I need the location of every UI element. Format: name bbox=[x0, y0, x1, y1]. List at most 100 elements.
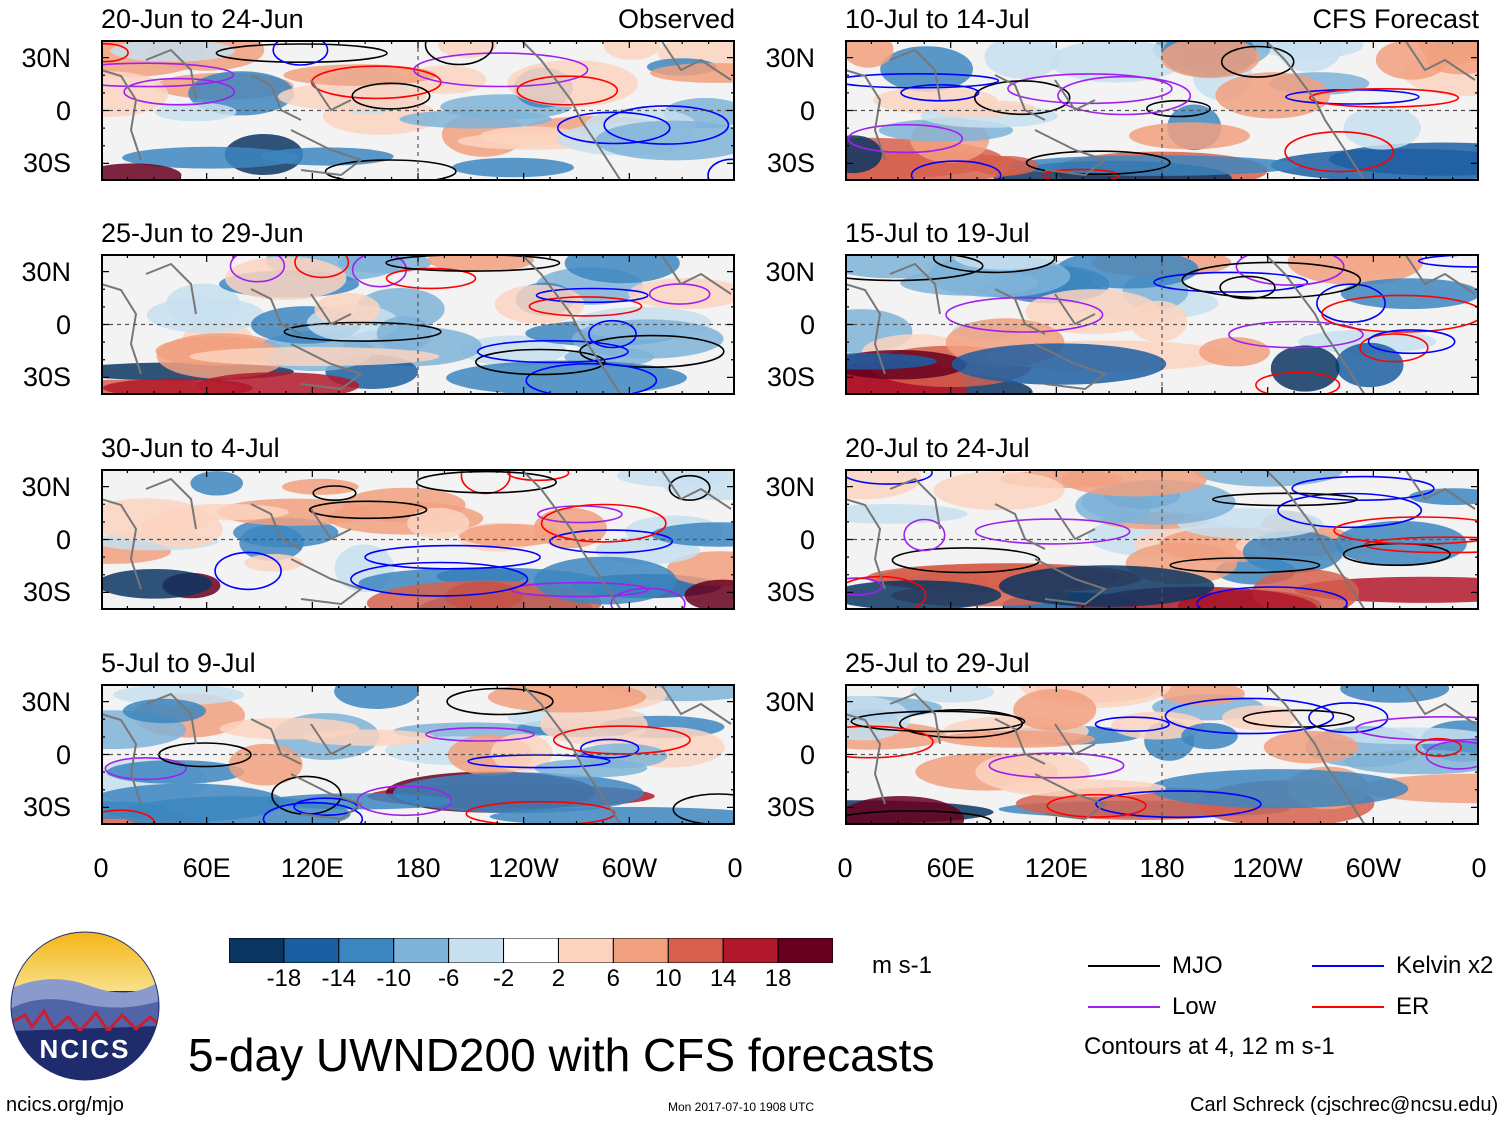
contour-line bbox=[1333, 516, 1479, 545]
colorbar-swatch bbox=[228, 937, 285, 964]
anomaly-patch bbox=[446, 360, 687, 395]
contour-line bbox=[973, 80, 1071, 116]
anomaly-patch bbox=[1340, 684, 1450, 703]
anomaly-patch bbox=[931, 100, 1036, 117]
anomaly-patch bbox=[480, 126, 583, 146]
anomaly-patch bbox=[540, 704, 648, 745]
anomaly-patch bbox=[984, 40, 1061, 79]
colorbar-swatch bbox=[777, 937, 834, 964]
contour-line bbox=[283, 321, 442, 342]
contour-line bbox=[1355, 716, 1479, 741]
anomaly-patch bbox=[572, 319, 724, 359]
anomaly-patch bbox=[507, 60, 638, 107]
contour-line bbox=[425, 727, 535, 742]
coastlines bbox=[845, 684, 1476, 825]
contour-line bbox=[1291, 475, 1435, 501]
ncics-logo-graphic bbox=[10, 931, 160, 1081]
lat-label: 30S bbox=[766, 792, 815, 823]
anomaly-patch bbox=[1149, 769, 1409, 809]
lat-label: 0 bbox=[799, 739, 815, 770]
panel-map bbox=[101, 40, 735, 181]
anomaly-patch bbox=[1008, 155, 1300, 176]
anomaly-patch bbox=[1000, 779, 1166, 797]
contour-line bbox=[1181, 261, 1362, 299]
panel-source-tag: CFS Forecast bbox=[1312, 4, 1479, 34]
anomaly-patch bbox=[224, 256, 347, 300]
contour-line bbox=[364, 544, 541, 570]
colorbar-swatch bbox=[722, 937, 779, 964]
lon-label: 60W bbox=[1345, 853, 1402, 883]
anomaly-patch bbox=[494, 284, 585, 324]
anomaly-patch bbox=[1061, 469, 1207, 497]
panel-source-tag: Observed bbox=[617, 4, 735, 34]
anomaly-patch bbox=[334, 684, 419, 709]
panel-border bbox=[101, 40, 735, 181]
colorbar-swatch bbox=[557, 937, 614, 964]
contour-line bbox=[101, 43, 129, 63]
anomaly-patch bbox=[427, 254, 534, 272]
lon-label: 120W bbox=[1232, 853, 1303, 883]
contour-line bbox=[467, 754, 611, 769]
anomaly-patch bbox=[1129, 122, 1250, 150]
contour-line bbox=[603, 105, 730, 145]
anomaly-patch bbox=[101, 71, 169, 117]
lat-label: 30N bbox=[765, 42, 815, 73]
anomaly-patch bbox=[998, 565, 1215, 607]
anomaly-patch bbox=[393, 772, 644, 814]
anomaly-patch bbox=[154, 102, 237, 122]
legend-label: MJO bbox=[1172, 952, 1223, 979]
panel-border bbox=[845, 469, 1479, 610]
panel-period: 5-Jul to 9-Jul bbox=[101, 648, 256, 678]
contour-line bbox=[540, 503, 667, 543]
contour-line bbox=[1196, 586, 1348, 610]
contour-line bbox=[1153, 271, 1309, 293]
colorbar-units: m s-1 bbox=[872, 952, 932, 979]
contour-line bbox=[1095, 790, 1262, 819]
contour-line bbox=[1367, 329, 1456, 355]
contour-line bbox=[262, 801, 364, 825]
anomaly-patch bbox=[595, 120, 735, 161]
contour-line bbox=[1255, 371, 1341, 395]
contour-line bbox=[668, 474, 711, 501]
contour-line bbox=[1220, 45, 1295, 78]
footer-url[interactable]: ncics.org/mjo bbox=[6, 1094, 124, 1116]
coastlines bbox=[101, 254, 732, 395]
anomaly-patch bbox=[1181, 722, 1238, 750]
lat-label: 30S bbox=[766, 577, 815, 608]
anomaly-patch bbox=[399, 109, 552, 129]
contour-line bbox=[932, 254, 1056, 274]
contour-line bbox=[1316, 283, 1386, 324]
contour-line bbox=[415, 470, 557, 494]
contour-line bbox=[588, 319, 637, 349]
footer-timestamp: Mon 2017-07-10 1908 UTC bbox=[668, 1100, 815, 1114]
contour-line bbox=[707, 158, 735, 181]
contour-line bbox=[1146, 99, 1211, 118]
anomaly-patch bbox=[628, 277, 735, 309]
anomaly-patch bbox=[662, 470, 735, 501]
contour-line bbox=[104, 756, 187, 781]
contour-line bbox=[308, 500, 428, 520]
footer-author: Carl Schreck (cjschrec@ncsu.edu) bbox=[1190, 1094, 1499, 1116]
anomaly-patch bbox=[1048, 40, 1183, 83]
lat-label: 30N bbox=[21, 256, 71, 287]
anomaly-patch bbox=[1343, 106, 1421, 150]
contour-line bbox=[1277, 492, 1423, 529]
anomaly-patch bbox=[880, 46, 973, 92]
lon-label: 120E bbox=[280, 853, 344, 883]
lon-label: 0 bbox=[727, 853, 743, 883]
anomaly-patch bbox=[1013, 688, 1097, 731]
panel-border bbox=[101, 469, 735, 610]
contour-line bbox=[446, 687, 554, 716]
legend-label: Low bbox=[1172, 993, 1217, 1020]
panel-period: 10-Jul to 14-Jul bbox=[845, 4, 1030, 34]
colorbar-label: 6 bbox=[606, 965, 621, 992]
logo-text: NCICS bbox=[39, 1034, 131, 1064]
colorbar-swatch bbox=[612, 937, 669, 964]
colorbar-label: -6 bbox=[437, 965, 460, 992]
lat-label: 0 bbox=[55, 524, 71, 555]
contour-line bbox=[474, 348, 606, 376]
lat-label: 30N bbox=[765, 256, 815, 287]
contour-line bbox=[1308, 702, 1389, 734]
anomaly-patch bbox=[533, 556, 677, 605]
coastlines bbox=[845, 469, 1476, 610]
